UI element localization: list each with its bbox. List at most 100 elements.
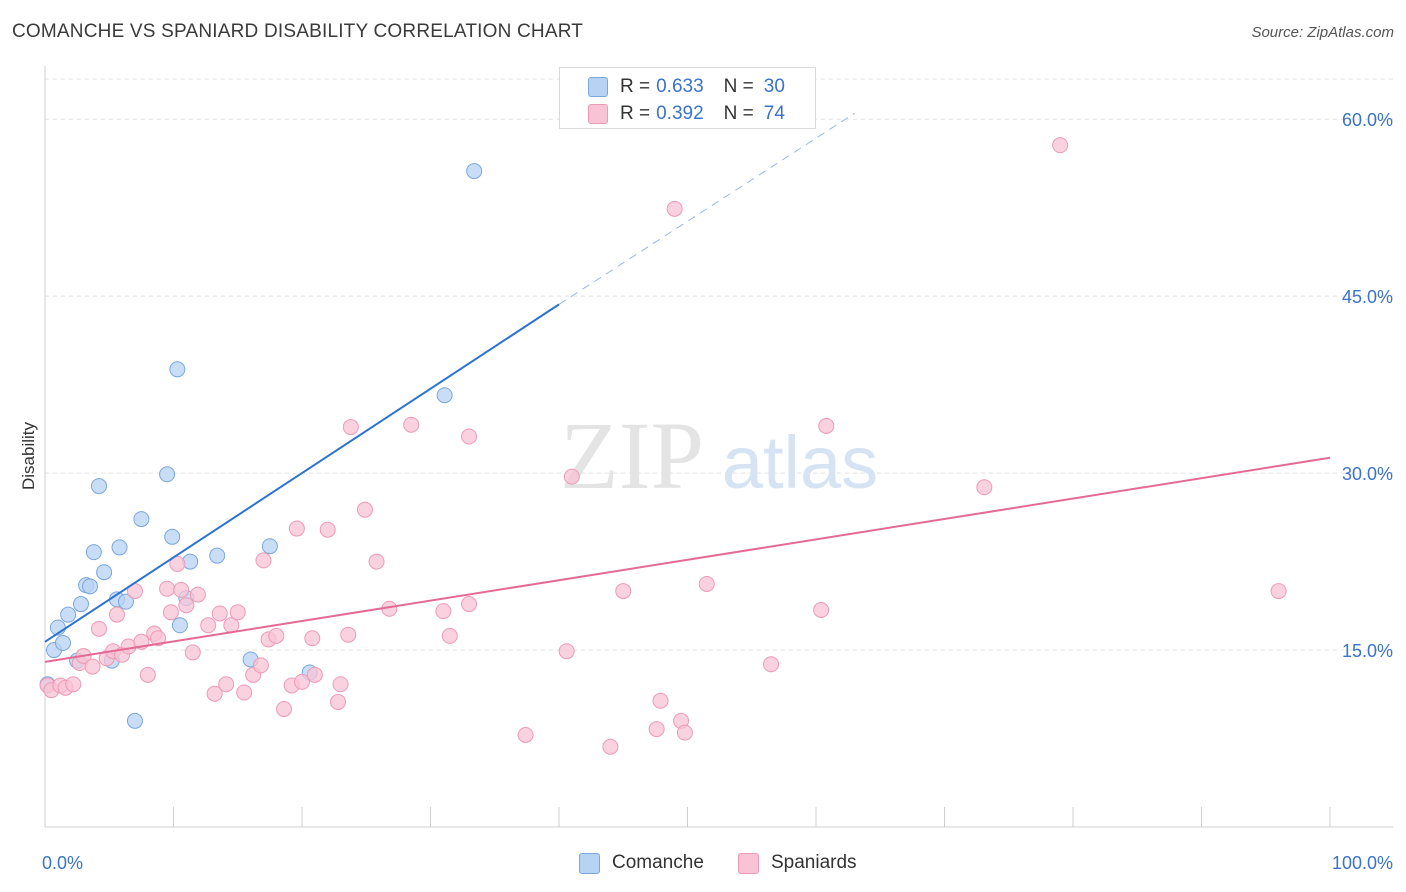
spaniards-point xyxy=(206,685,223,702)
comanche-point xyxy=(90,478,107,495)
axes-layer: 15.0% 30.0% 45.0% 60.0% 0.0% 100.0% xyxy=(42,66,1393,873)
comanche-point xyxy=(126,712,143,729)
spaniards-point xyxy=(461,428,478,445)
spaniards-point xyxy=(184,644,201,661)
comanche-point xyxy=(111,539,128,556)
spaniards-point xyxy=(229,604,246,621)
spaniards-point xyxy=(615,583,632,600)
comanche-r-value: 0.633 xyxy=(656,76,704,97)
comanche-n-label: N = xyxy=(723,76,754,97)
spaniards-point xyxy=(159,580,176,597)
spaniards-point xyxy=(139,666,156,683)
spaniards-point xyxy=(319,521,336,538)
comanche-point xyxy=(466,163,483,180)
trend-layer xyxy=(44,112,1331,663)
x-tick-label: 100.0% xyxy=(1332,853,1393,873)
spaniards-point xyxy=(461,596,478,613)
y-axis-label: Disability xyxy=(19,421,38,490)
spaniards-point xyxy=(268,627,285,644)
spaniards-stats: R = 0.392 N = 74 xyxy=(620,103,785,125)
legend-label-comanche: Comanche xyxy=(612,852,704,873)
spaniards-point xyxy=(189,586,206,603)
comanche-point xyxy=(169,361,186,378)
spaniards-point xyxy=(276,701,293,718)
spaniards-point xyxy=(294,673,310,690)
watermark: ZIP atlas xyxy=(560,402,878,509)
comanche-trend-line xyxy=(44,303,560,643)
chart-title: COMANCHE VS SPANIARD DISABILITY CORRELAT… xyxy=(12,21,584,42)
spaniards-point xyxy=(368,553,385,570)
spaniards-point xyxy=(648,721,665,738)
spaniards-point xyxy=(676,724,693,741)
spaniards-point xyxy=(211,605,228,622)
series-legend: Comanche Spaniards xyxy=(0,852,1406,876)
spaniards-point xyxy=(698,575,715,592)
comanche-point xyxy=(261,538,278,555)
spaniards-point xyxy=(200,617,217,634)
legend-swatch-spaniards xyxy=(738,852,759,874)
spaniards-point xyxy=(306,666,323,683)
spaniards-point xyxy=(435,603,452,620)
source-credit: Source: ZipAtlas.com xyxy=(1251,24,1394,41)
stats-legend: R = 0.633 N = 30 R = 0.392 N = 74 xyxy=(559,67,816,129)
spaniards-point xyxy=(356,501,373,518)
spaniards-point xyxy=(108,606,125,623)
spaniards-point xyxy=(178,597,195,614)
spaniards-point xyxy=(236,684,253,701)
spaniards-point xyxy=(162,604,179,621)
comanche-point xyxy=(133,511,150,528)
spaniards-point xyxy=(252,657,269,674)
spaniards-point xyxy=(763,656,780,673)
comanche-point xyxy=(54,634,71,651)
legend-item-comanche: Comanche xyxy=(579,852,704,874)
comanche-point xyxy=(436,387,453,404)
spaniards-n-value: 74 xyxy=(763,103,785,124)
spaniards-point xyxy=(90,620,107,637)
y-tick-label: 45.0% xyxy=(1342,287,1393,307)
spaniards-trend-line xyxy=(44,456,1331,663)
spaniards-point xyxy=(218,676,235,693)
spaniards-point xyxy=(255,552,272,569)
comanche-point xyxy=(85,544,102,561)
spaniards-r-value: 0.392 xyxy=(656,103,704,124)
spaniards-r-label: R = xyxy=(620,103,651,124)
spaniards-point xyxy=(332,676,349,693)
y-tick-label: 60.0% xyxy=(1342,110,1393,130)
spaniards-point xyxy=(652,692,669,709)
points-layer xyxy=(39,137,1287,755)
spaniards-swatch xyxy=(588,104,608,124)
spaniards-point xyxy=(173,581,190,598)
spaniards-point xyxy=(1052,137,1069,154)
spaniards-point xyxy=(342,419,359,436)
comanche-point xyxy=(60,606,77,623)
legend-item-spaniards: Spaniards xyxy=(738,852,857,874)
spaniards-n-label: N = xyxy=(723,103,754,124)
y-tick-label: 15.0% xyxy=(1342,641,1393,661)
spaniards-point xyxy=(558,643,575,660)
spaniards-point xyxy=(65,676,82,693)
comanche-point xyxy=(96,564,113,581)
spaniards-point xyxy=(1270,583,1287,600)
spaniards-point xyxy=(84,658,101,675)
comanche-point xyxy=(72,596,89,613)
watermark-atlas: atlas xyxy=(722,421,878,504)
y-tick-label: 30.0% xyxy=(1342,464,1393,484)
spaniards-point xyxy=(441,627,458,644)
comanche-point xyxy=(81,578,98,595)
grid-layer xyxy=(45,78,1393,651)
comanche-point xyxy=(171,617,188,634)
spaniards-point xyxy=(403,416,420,433)
comanche-point xyxy=(159,466,176,483)
comanche-point xyxy=(117,593,134,610)
legend-swatch-comanche xyxy=(579,852,600,874)
spaniards-point xyxy=(517,726,534,743)
watermark-zip: ZIP xyxy=(560,402,704,509)
spaniards-point xyxy=(563,468,580,485)
spaniards-point xyxy=(304,630,321,647)
legend-label-spaniards: Spaniards xyxy=(771,852,857,873)
spaniards-point xyxy=(288,520,305,537)
spaniards-point xyxy=(976,479,993,496)
comanche-trend-extension xyxy=(558,112,855,305)
x-tick-label: 0.0% xyxy=(42,853,83,873)
